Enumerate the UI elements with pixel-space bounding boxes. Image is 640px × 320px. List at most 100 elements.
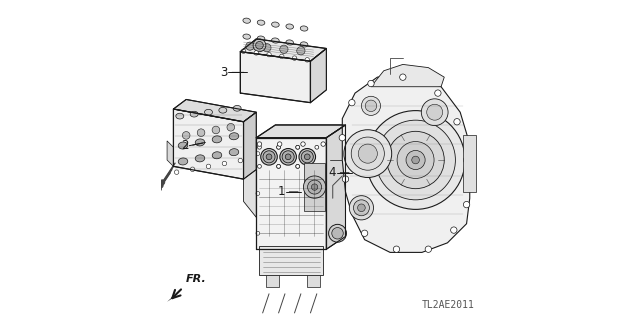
Circle shape	[206, 164, 211, 169]
Circle shape	[276, 145, 280, 149]
Circle shape	[399, 74, 406, 80]
Ellipse shape	[205, 109, 212, 115]
Ellipse shape	[260, 148, 277, 165]
Circle shape	[353, 200, 369, 216]
Ellipse shape	[195, 139, 205, 146]
Text: 4: 4	[328, 166, 336, 179]
Circle shape	[301, 142, 305, 146]
Circle shape	[397, 141, 434, 179]
Circle shape	[349, 196, 374, 220]
Circle shape	[362, 230, 368, 236]
Polygon shape	[259, 246, 323, 275]
Circle shape	[277, 142, 282, 146]
Circle shape	[358, 144, 378, 163]
Circle shape	[267, 52, 271, 57]
Circle shape	[296, 164, 300, 168]
Ellipse shape	[212, 152, 221, 159]
Circle shape	[256, 192, 260, 196]
Ellipse shape	[300, 42, 308, 47]
Ellipse shape	[178, 158, 188, 165]
Polygon shape	[371, 64, 444, 87]
Ellipse shape	[271, 38, 279, 43]
Circle shape	[190, 167, 195, 172]
Circle shape	[387, 131, 444, 189]
Circle shape	[303, 176, 326, 198]
Circle shape	[435, 90, 441, 96]
Circle shape	[297, 47, 305, 55]
Circle shape	[425, 246, 431, 252]
Ellipse shape	[280, 148, 296, 165]
Polygon shape	[342, 74, 470, 252]
Ellipse shape	[212, 136, 221, 143]
Polygon shape	[256, 125, 346, 138]
Circle shape	[344, 130, 392, 178]
Circle shape	[256, 152, 260, 156]
Circle shape	[238, 158, 243, 163]
Circle shape	[174, 170, 179, 174]
Circle shape	[296, 164, 300, 168]
Circle shape	[227, 124, 235, 131]
Ellipse shape	[305, 154, 310, 160]
Circle shape	[365, 100, 377, 112]
Circle shape	[315, 164, 319, 168]
Ellipse shape	[219, 108, 227, 113]
Circle shape	[366, 111, 465, 209]
Circle shape	[315, 145, 319, 149]
Circle shape	[308, 180, 321, 194]
Circle shape	[358, 204, 365, 212]
Ellipse shape	[301, 151, 314, 163]
Ellipse shape	[229, 149, 239, 156]
Polygon shape	[244, 160, 256, 217]
Polygon shape	[167, 141, 173, 166]
Ellipse shape	[299, 148, 316, 165]
Ellipse shape	[282, 151, 294, 163]
Circle shape	[246, 42, 254, 50]
Circle shape	[412, 156, 419, 164]
Circle shape	[368, 80, 374, 87]
Circle shape	[158, 183, 163, 188]
Ellipse shape	[229, 133, 239, 140]
Polygon shape	[173, 100, 256, 122]
Circle shape	[463, 201, 470, 208]
Text: TL2AE2011: TL2AE2011	[422, 300, 474, 310]
Circle shape	[332, 228, 343, 239]
Circle shape	[182, 132, 190, 139]
Ellipse shape	[285, 154, 291, 160]
Polygon shape	[241, 39, 326, 61]
Ellipse shape	[271, 22, 279, 27]
Circle shape	[463, 157, 470, 163]
Polygon shape	[173, 109, 244, 179]
Polygon shape	[256, 138, 326, 249]
Polygon shape	[167, 296, 174, 302]
Polygon shape	[304, 163, 324, 211]
Circle shape	[280, 54, 284, 59]
Text: 1: 1	[278, 185, 285, 198]
Ellipse shape	[266, 154, 272, 160]
Circle shape	[256, 231, 260, 235]
Circle shape	[276, 145, 280, 149]
Ellipse shape	[176, 113, 184, 119]
Circle shape	[255, 42, 263, 49]
Text: 2: 2	[181, 139, 189, 152]
Circle shape	[254, 51, 259, 55]
Ellipse shape	[286, 40, 294, 45]
Circle shape	[212, 126, 220, 134]
Circle shape	[394, 246, 399, 252]
Polygon shape	[244, 112, 256, 179]
Circle shape	[406, 150, 425, 170]
Polygon shape	[266, 275, 278, 287]
Circle shape	[276, 164, 280, 168]
Polygon shape	[307, 275, 320, 287]
Circle shape	[296, 145, 300, 149]
Polygon shape	[326, 125, 346, 249]
Circle shape	[451, 227, 457, 233]
Ellipse shape	[233, 105, 241, 111]
Ellipse shape	[243, 34, 250, 39]
Circle shape	[222, 161, 227, 166]
Circle shape	[305, 58, 310, 62]
Circle shape	[376, 120, 456, 200]
Circle shape	[160, 180, 165, 185]
Circle shape	[349, 100, 355, 106]
Ellipse shape	[243, 18, 250, 23]
Circle shape	[257, 142, 262, 146]
